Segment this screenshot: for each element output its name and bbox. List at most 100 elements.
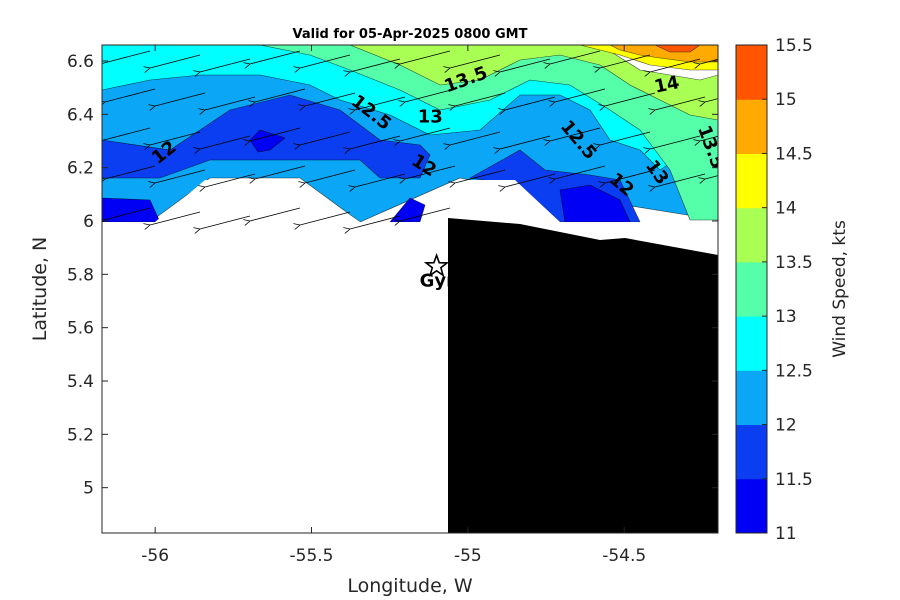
x-tick-label: -55.5 [290,546,334,566]
colorbar-tick-label: 12.5 [775,361,813,381]
wind-arrow [200,215,251,229]
colorbar-tick-label: 14 [775,199,797,219]
wind-arrow [350,135,401,149]
wind-arrow [500,135,551,149]
y-tick-label: 5 [83,479,94,499]
colorbar-swatch [736,261,767,317]
colorbar-label: Wind Speed, kts [830,220,850,358]
band-11-11.5-mid [249,129,286,153]
wind-arrow [705,98,718,102]
x-axis-label: Longitude, W [347,575,473,597]
colorbar-swatch [736,207,767,263]
wind-arrow [605,169,656,183]
wind-arrow [400,127,451,141]
wind-arrow [550,50,601,64]
city-marker: Gyr [420,252,455,291]
wind-vector-field [102,50,718,229]
wind-arrow [500,58,551,72]
x-tick-label: -55 [454,546,482,566]
wind-arrow [655,96,706,110]
wind-arrow [405,88,456,102]
wind-arrow [250,207,301,221]
wind-arrow [105,88,156,102]
wind-arrow [205,173,256,187]
contour-label: 14 [652,72,681,98]
wind-arrow [455,92,506,106]
y-tick-label: 5.6 [67,319,94,339]
y-tick-label: 5.8 [67,265,94,285]
colorbar-tick-label: 14.5 [775,144,813,164]
band-13.5-14 [349,45,718,121]
wind-arrow [655,173,706,187]
wind-arrow [505,173,556,187]
y-axis: 5 5.2 5.4 5.6 5.8 6 6.2 6.4 6.6 [67,52,718,499]
wind-arrow [305,92,356,106]
colorbar-tick-label: 11 [775,524,797,544]
wind-arrow [102,50,151,64]
gap-west [155,180,360,222]
wind-arrow [250,50,301,64]
wind-arrow [155,169,206,183]
wind-arrow [155,92,206,106]
wind-arrow [350,215,401,229]
contour-label: 13 [418,106,443,127]
wind-arrow [102,127,151,141]
wind-arrow [205,96,256,110]
wind-arrow [300,131,351,145]
land-mass [448,218,718,533]
y-tick-label: 5.4 [67,372,94,392]
wind-arrow [305,169,356,183]
wind-arrow [250,127,301,141]
y-axis-label: Latitude, N [29,237,51,342]
x-tick-label: -54.5 [602,546,646,566]
wind-arrow [255,165,306,179]
y-tick-label: 6.2 [67,159,94,179]
colorbar-swatch [736,424,767,480]
wind-arrow [650,135,701,149]
wind-arrow [102,207,151,221]
wind-arrow [550,127,601,141]
wind-arrow [555,88,606,102]
colorbar-tick-label: 15.5 [775,36,813,56]
y-tick-label: 5.2 [67,425,94,445]
wind-arrow [600,54,651,68]
wind-arrow [650,58,701,72]
map-title: Valid for 05-Apr-2025 0800 GMT [293,27,528,42]
wind-arrow [700,135,718,141]
wind-arrow [150,211,201,225]
wind-arrow [355,173,406,187]
y-tick-label: 6.6 [67,52,94,72]
wind-arrow [455,169,506,183]
colorbar-swatch [736,153,767,209]
colorbar-tick-label: 13 [775,307,797,327]
y-tick-label: 6 [83,212,94,232]
wind-arrow [705,175,718,179]
y-tick-label: 6.4 [67,105,94,125]
wind-arrow [555,165,606,179]
x-axis: -56 -55.5 -55 -54.5 [141,45,646,566]
colorbar-tick-label: 11.5 [775,470,813,490]
colorbar-swatch [736,478,767,534]
wind-arrow [200,58,251,72]
wind-arrow [300,54,351,68]
wind-arrow [450,131,501,145]
colorbar-frame [735,44,768,534]
wind-arrow [200,135,251,149]
wind-arrow [605,92,656,106]
wind-arrow [355,96,406,110]
wind-arrow [150,131,201,145]
gap-east [420,180,560,222]
wind-arrow [300,211,351,225]
wind-arrow [505,96,556,110]
band-15-15.5 [654,45,701,53]
wind-arrow [405,165,456,179]
colorbar: 11 11.5 12 12.5 13 13.5 14 14.5 15 15.5 [735,36,813,544]
wind-arrow [105,165,156,179]
wind-arrow [700,58,718,64]
wind-arrow [150,54,201,68]
wind-arrow [255,88,306,102]
colorbar-tick-label: 15 [775,90,797,110]
wind-arrow [600,131,651,145]
